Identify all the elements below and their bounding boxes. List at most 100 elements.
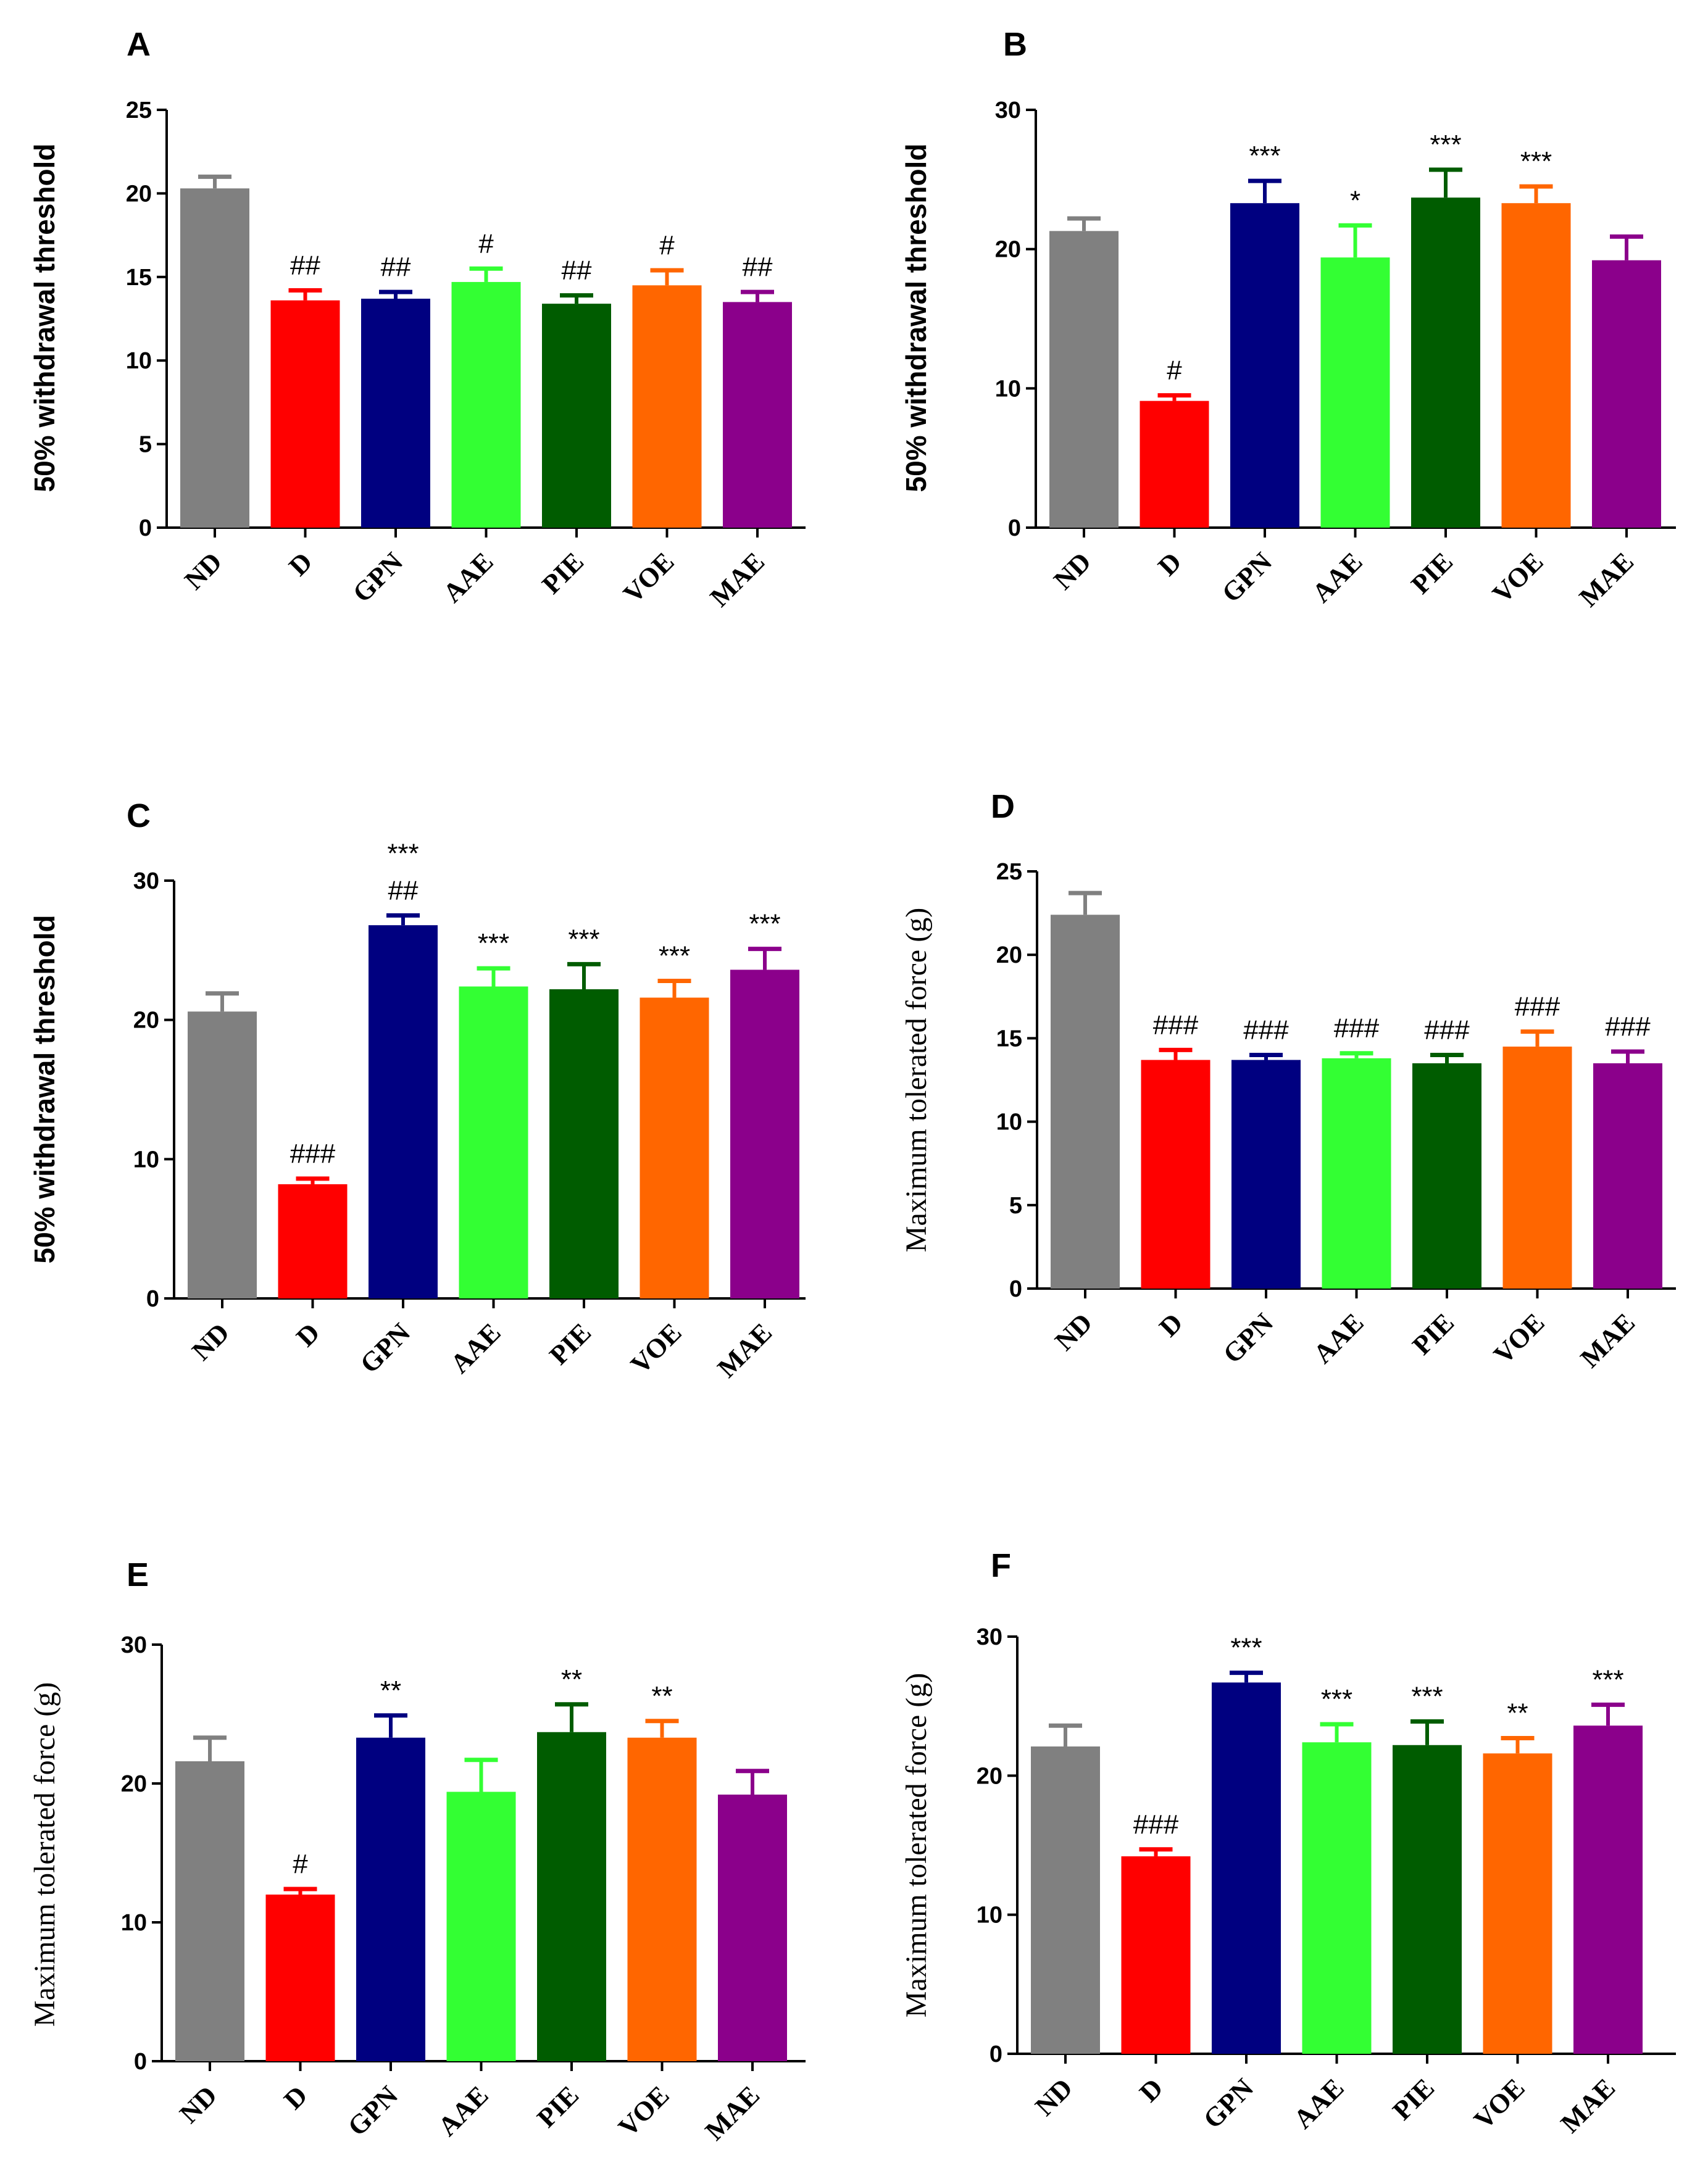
panel-b-ytick-label: 0 [1008, 515, 1021, 541]
panel-a-significance-label: # [659, 230, 675, 260]
panel-e-ytick-label: 10 [121, 1910, 147, 1936]
panel-b-significance-label: # [1167, 355, 1182, 386]
panel-c-ytick-label: 20 [133, 1008, 159, 1034]
panel-a-significance-label: ## [381, 252, 411, 282]
panel-b-bar-mae [1592, 260, 1661, 528]
panel-a-bar-gpn [361, 299, 430, 528]
panel-d-bar-pie [1412, 1063, 1481, 1289]
panel-c-letter: C [127, 797, 151, 834]
panel-c-significance-label: *** [387, 838, 419, 868]
panel-e-significance-label: ** [380, 1675, 401, 1706]
panel-d-ytick-label: 25 [996, 859, 1022, 885]
panel-d-ytick-label: 15 [996, 1026, 1022, 1052]
panel-c-significance-label: *** [478, 928, 509, 958]
panel-d-bar-d [1141, 1060, 1210, 1289]
panel-b-bar-pie [1411, 197, 1480, 528]
panel-f-bar-gpn [1212, 1682, 1281, 2054]
panel-a-ytick-label: 25 [126, 98, 152, 123]
panel-d-ytick-label: 10 [996, 1110, 1022, 1136]
panel-c-bar-pie [549, 989, 619, 1298]
panel-f-ytick-label: 10 [977, 1903, 1002, 1929]
panel-c-significance-label: ### [290, 1139, 336, 1169]
panel-b-significance-label: * [1350, 185, 1360, 215]
panel-c-ylabel: 50% withdrawal threshold [28, 915, 60, 1264]
panel-d-significance-label: ### [1515, 992, 1560, 1022]
panel-b-bar-aae [1320, 257, 1390, 528]
panel-e-bar-mae [718, 1795, 787, 2061]
panel-b-significance-label: *** [1430, 130, 1461, 160]
panel-f-significance-label: ** [1507, 1698, 1528, 1728]
panel-e-ytick-label: 30 [121, 1632, 147, 1658]
panel-a-bar-mae [723, 302, 792, 528]
panel-a-letter: A [127, 26, 151, 63]
panel-d-bar-voe [1502, 1046, 1572, 1289]
panel-b-ytick-label: 10 [995, 376, 1021, 402]
panel-a-significance-label: ## [562, 255, 592, 286]
panel-f-ytick-label: 20 [977, 1763, 1002, 1789]
panel-a-ytick-label: 10 [126, 348, 152, 374]
panel-c-significance-label: *** [659, 940, 690, 971]
panel-f-significance-label: ### [1133, 1809, 1179, 1840]
panel-d-significance-label: ### [1153, 1010, 1199, 1040]
panel-d-letter: D [991, 788, 1015, 825]
panel-f-bar-pie [1393, 1745, 1462, 2054]
panel-b-significance-label: *** [1249, 141, 1280, 171]
panel-e-bar-d [265, 1895, 335, 2061]
panel-a-significance-label: # [478, 228, 494, 259]
panel-f-letter: F [991, 1547, 1011, 1584]
panel-b-bar-nd [1049, 231, 1119, 528]
panel-a-bar-pie [542, 304, 611, 528]
panel-c-bar-voe [640, 997, 709, 1298]
panel-e-bar-gpn [356, 1737, 425, 2061]
panel-e-letter: E [127, 1556, 149, 1593]
panel-e-bar-nd [175, 1761, 244, 2061]
panel-b-bar-d [1140, 401, 1209, 528]
panel-e-bar-aae [446, 1792, 516, 2061]
panel-f-bar-nd [1031, 1746, 1100, 2054]
panel-f-bar-d [1121, 1856, 1191, 2054]
panel-b-bar-voe [1501, 203, 1571, 528]
panel-a-ytick-label: 5 [139, 432, 152, 458]
panel-d-ytick-label: 0 [1009, 1276, 1022, 1302]
panel-d-ylabel: Maximum tolerated force (g) [900, 908, 933, 1252]
panel-b-ytick-label: 30 [995, 98, 1021, 123]
panel-d-bar-mae [1593, 1063, 1662, 1289]
panel-d-significance-label: ### [1243, 1015, 1289, 1045]
panel-e-ytick-label: 0 [134, 2049, 147, 2075]
panel-e-bar-pie [537, 1732, 606, 2061]
panel-d-bar-nd [1051, 915, 1120, 1289]
panel-d-ytick-label: 5 [1009, 1193, 1022, 1219]
panel-d-bar-aae [1322, 1058, 1391, 1289]
panel-d-ytick-label: 20 [996, 942, 1022, 968]
panel-a-significance-label: ## [290, 250, 320, 280]
panel-f-ytick-label: 30 [977, 1624, 1002, 1650]
panel-c-ytick-label: 10 [133, 1147, 159, 1173]
panel-c-ytick-label: 0 [146, 1286, 159, 1312]
panel-c-bar-mae [730, 970, 799, 1298]
panel-f-bar-aae [1302, 1742, 1372, 2054]
panel-e-bar-voe [627, 1737, 697, 2061]
panel-d-bar-gpn [1231, 1060, 1301, 1289]
panel-b-ytick-label: 20 [995, 237, 1021, 263]
panel-f-significance-label: *** [1592, 1664, 1623, 1695]
panel-c-bar-gpn [369, 925, 438, 1298]
panel-a-ylabel: 50% withdrawal threshold [28, 144, 60, 492]
panel-c-significance-label: ## [388, 875, 419, 905]
panel-a-bar-aae [451, 281, 521, 528]
panel-f-significance-label: *** [1230, 1633, 1262, 1663]
panel-a-ytick-label: 0 [139, 515, 152, 541]
panel-b-letter: B [1003, 26, 1027, 63]
panel-d-significance-label: ### [1424, 1015, 1470, 1045]
panel-c-significance-label: *** [568, 924, 599, 954]
panel-b-significance-label: *** [1520, 146, 1552, 176]
panel-c-bar-aae [459, 986, 528, 1298]
panel-d-significance-label: ### [1605, 1011, 1651, 1042]
panel-c-significance-label: *** [749, 909, 780, 939]
panel-f-significance-label: *** [1411, 1681, 1443, 1711]
panel-e-ylabel: Maximum tolerated force (g) [28, 1682, 61, 2027]
panel-f-significance-label: *** [1321, 1684, 1352, 1714]
panel-f-ylabel: Maximum tolerated force (g) [900, 1673, 933, 2017]
panel-e-significance-label: # [293, 1849, 308, 1879]
panel-a-ytick-label: 15 [126, 265, 152, 291]
